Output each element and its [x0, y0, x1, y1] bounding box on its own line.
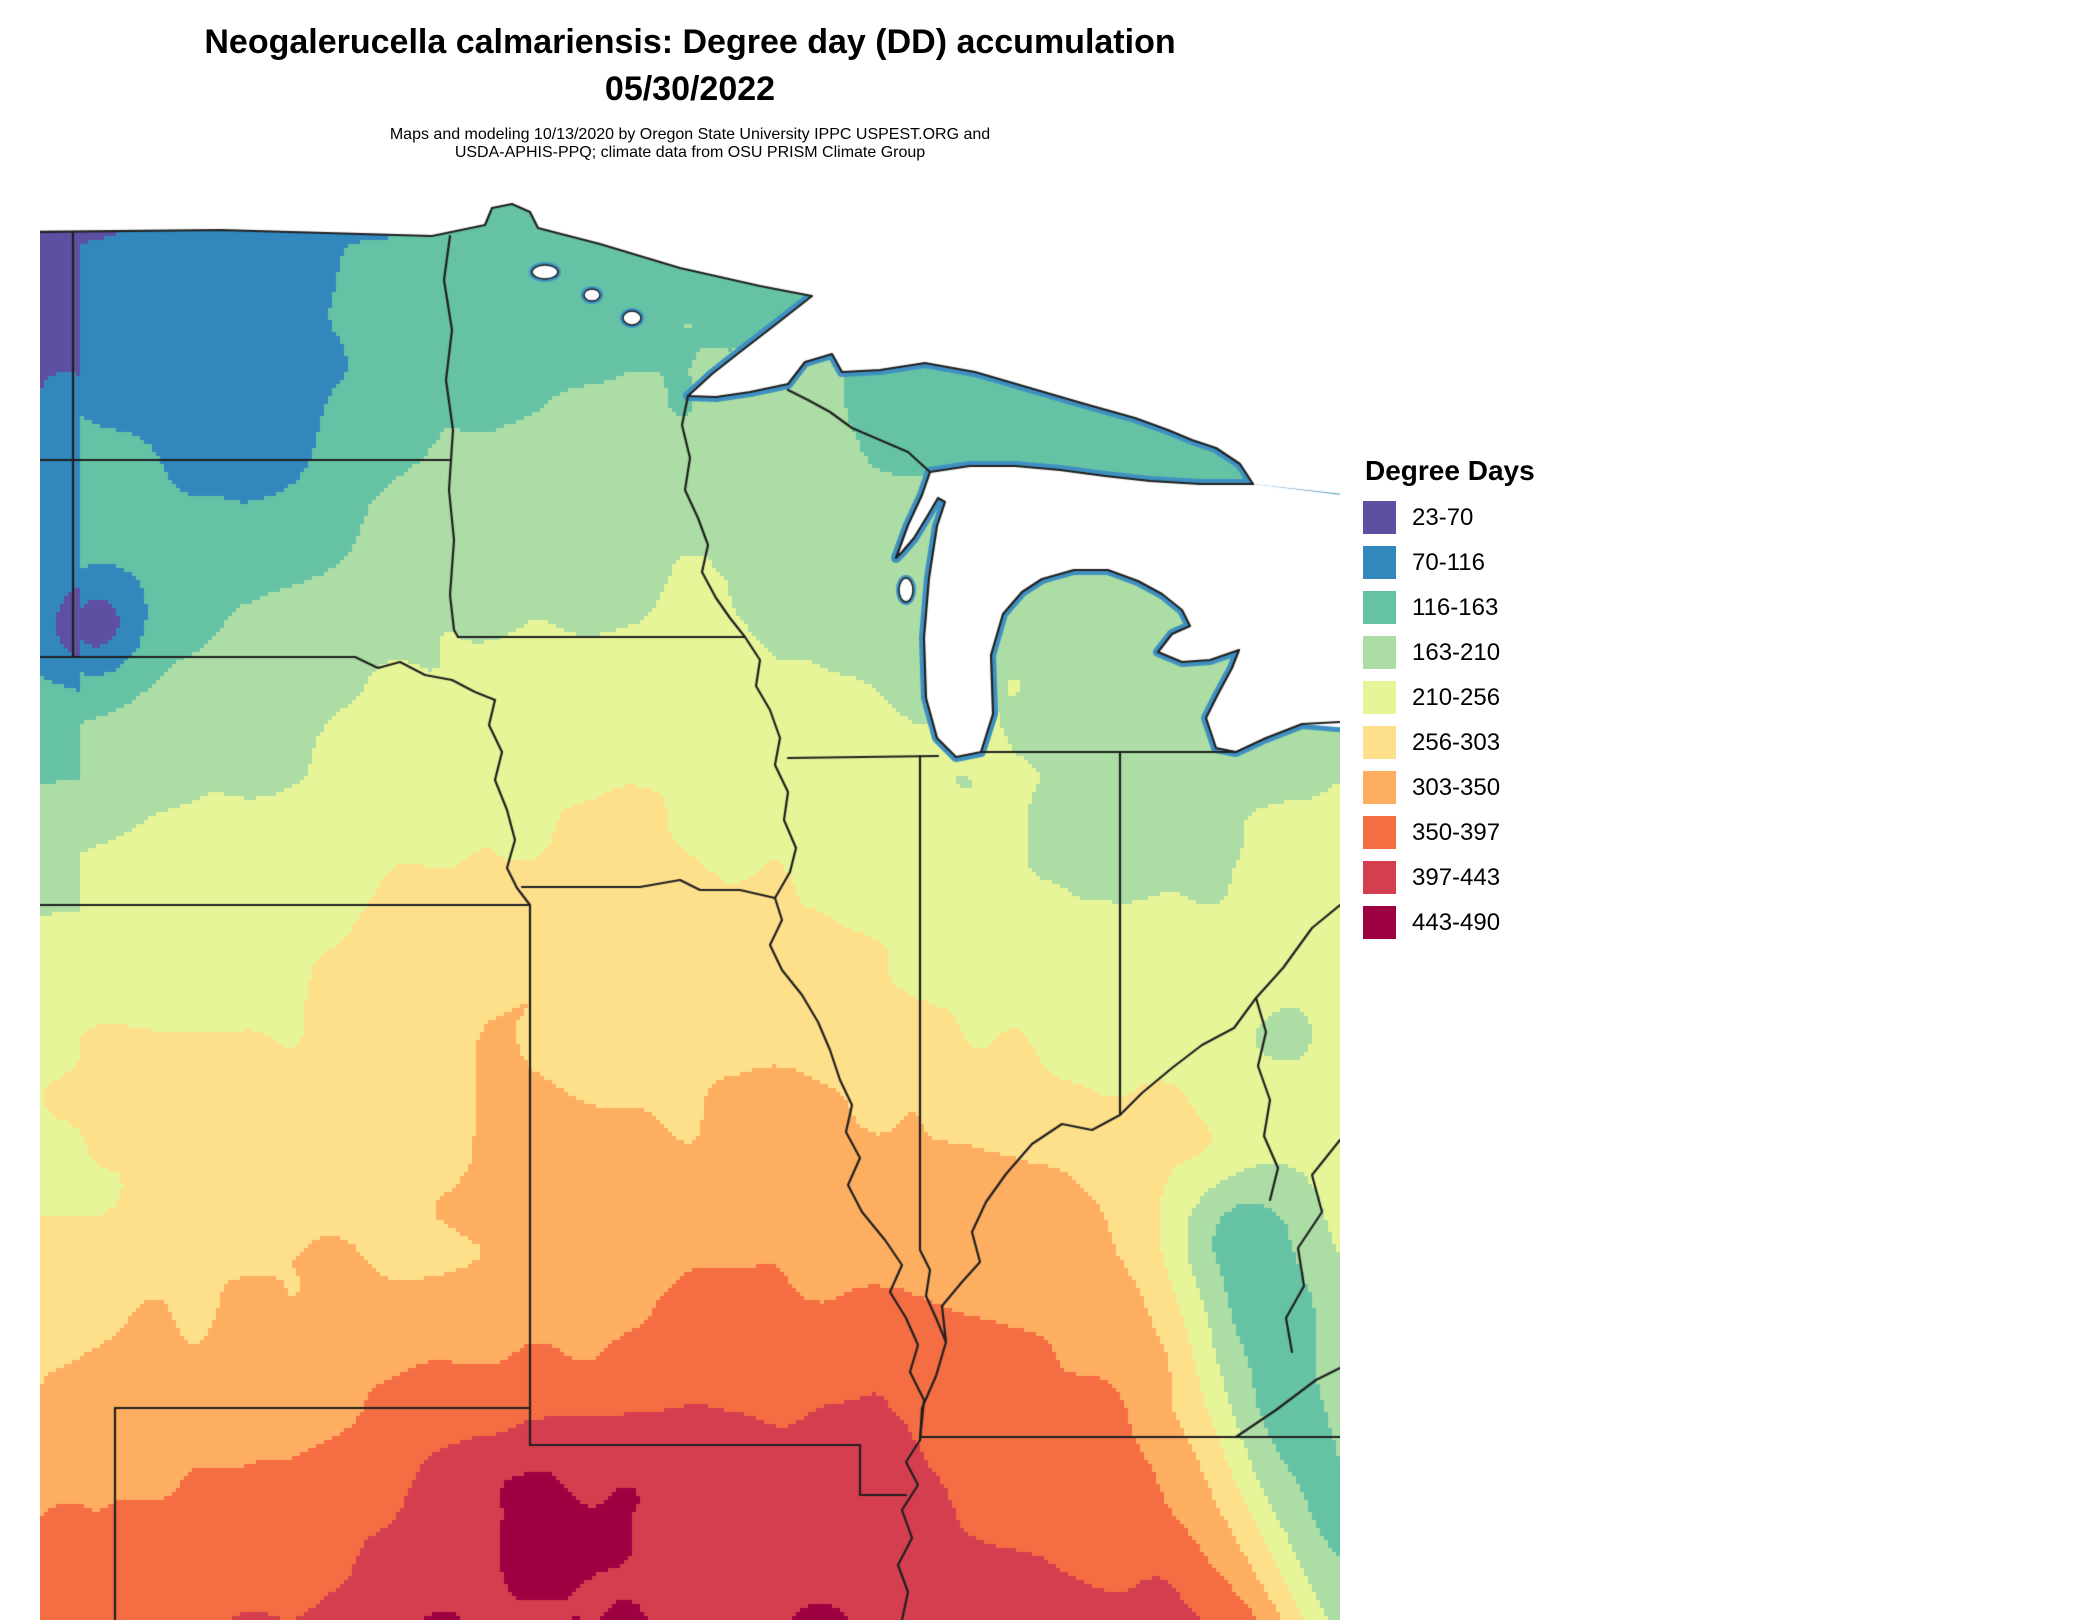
legend-swatch — [1363, 861, 1396, 894]
legend-swatch — [1363, 681, 1396, 714]
legend-row: 303-350 — [1363, 771, 1583, 804]
title-block: Neogalerucella calmariensis: Degree day … — [0, 22, 1380, 178]
legend-bin-label: 443-490 — [1412, 908, 1501, 936]
legend-row: 443-490 — [1363, 906, 1583, 939]
legend-swatch — [1363, 816, 1396, 849]
legend-rows: 23-70 70-116 116-163 163-210 210-256 256-303 3… — [1363, 501, 1583, 939]
legend-row: 350-397 — [1363, 816, 1583, 849]
degree-days-legend: Degree Days 23-70 70-116 116-163 163-210 210… — [1363, 455, 1583, 939]
legend-swatch — [1363, 546, 1396, 579]
caption-line-2: USDA-APHIS-PPQ; climate data from OSU PR… — [454, 143, 926, 161]
legend-title: Degree Days — [1365, 455, 1535, 486]
page-title: Neogalerucella calmariensis: Degree day … — [204, 23, 1176, 61]
legend-swatch — [1363, 771, 1396, 804]
legend-bin-label: 163-210 — [1412, 638, 1501, 666]
legend-row: 23-70 — [1363, 501, 1583, 534]
legend-bin-label: 397-443 — [1412, 863, 1501, 891]
legend-bin-label: 303-350 — [1412, 773, 1501, 801]
legend-bin-label: 210-256 — [1412, 683, 1501, 711]
legend-row: 163-210 — [1363, 636, 1583, 669]
legend-row: 397-443 — [1363, 861, 1583, 894]
legend-row: 256-303 — [1363, 726, 1583, 759]
legend-bin-label: 116-163 — [1412, 593, 1499, 621]
legend-swatch — [1363, 906, 1396, 939]
legend-row: 210-256 — [1363, 681, 1583, 714]
legend-swatch — [1363, 726, 1396, 759]
legend-swatch — [1363, 501, 1396, 534]
legend-row: 70-116 — [1363, 546, 1583, 579]
legend-bin-label: 256-303 — [1412, 728, 1501, 756]
degree-day-accumulation-map — [40, 200, 1340, 1620]
legend-row: 116-163 — [1363, 591, 1583, 624]
legend-bin-label: 350-397 — [1412, 818, 1501, 846]
legend-bin-label: 70-116 — [1412, 548, 1485, 576]
caption-line-1: Maps and modeling 10/13/2020 by Oregon S… — [389, 125, 991, 143]
legend-swatch — [1363, 636, 1396, 669]
map-date: 05/30/2022 — [604, 69, 776, 108]
legend-bin-label: 23-70 — [1412, 503, 1474, 531]
legend-swatch — [1363, 591, 1396, 624]
